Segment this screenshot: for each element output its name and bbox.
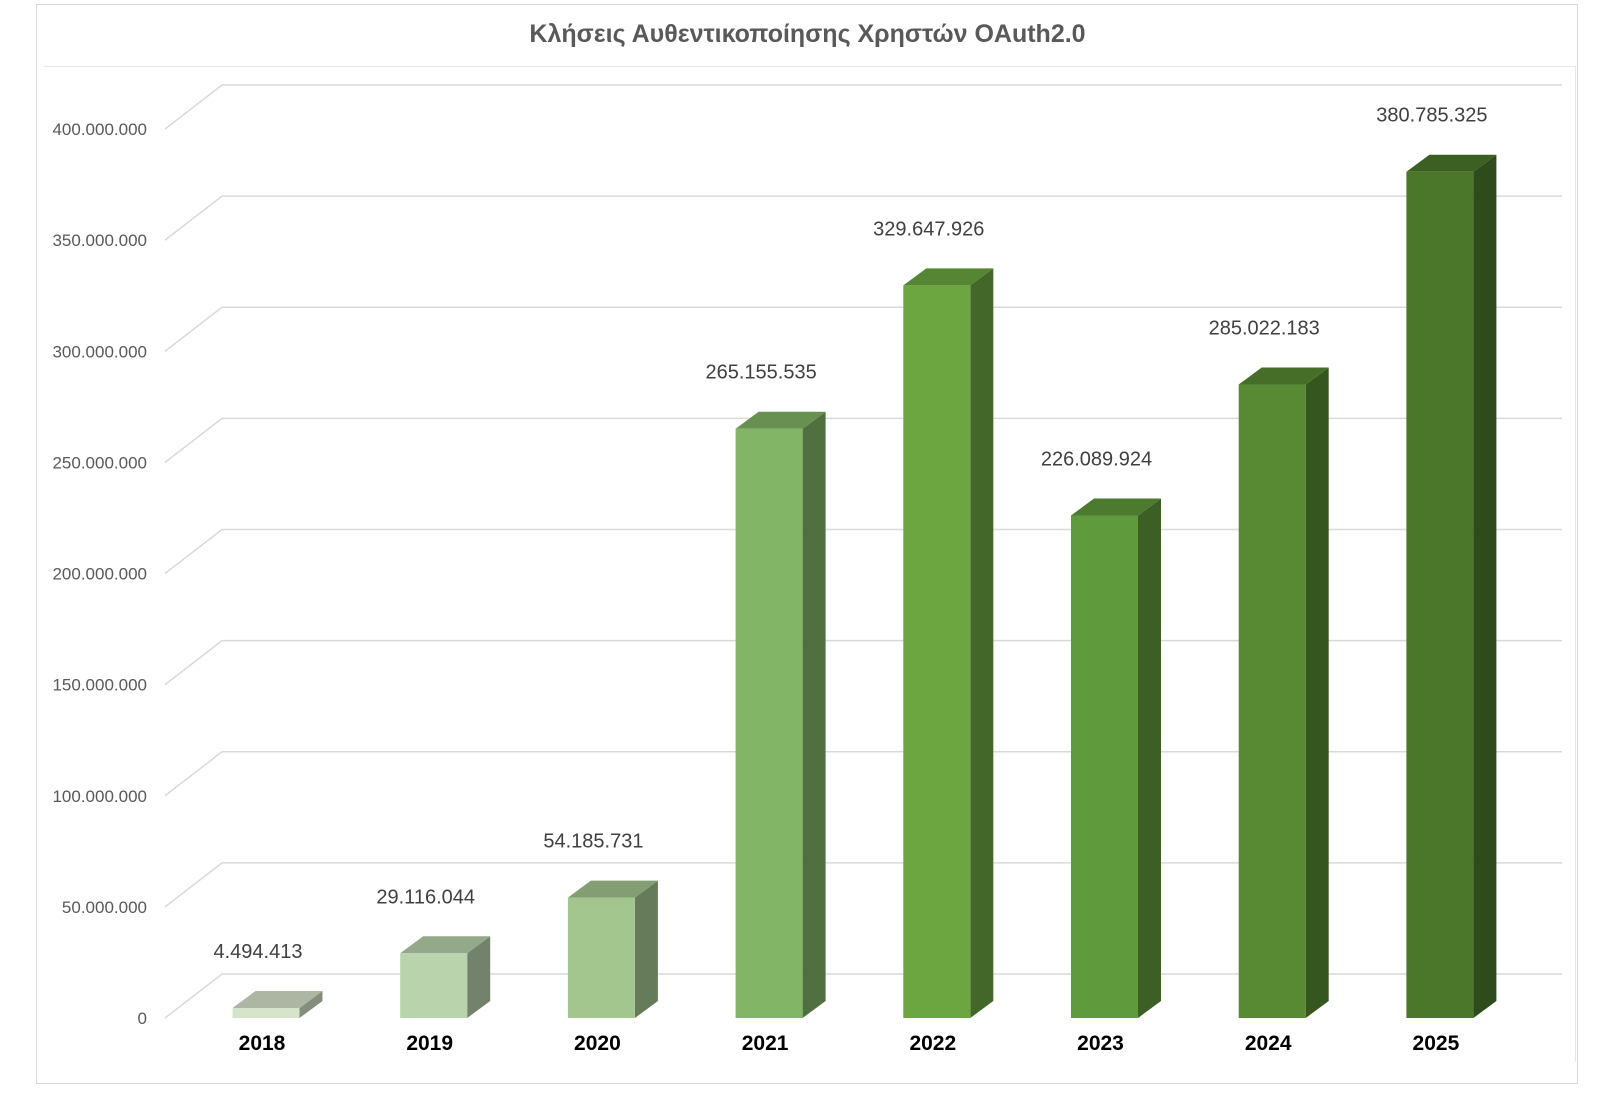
bar-side-face [1138,498,1161,1018]
bar [735,411,826,1018]
gridlines [164,84,1562,1019]
gridline [164,195,1562,241]
data-label: 380.785.325 [1376,105,1487,127]
data-label: 329.647.926 [873,218,984,240]
x-tick-label: 2025 [1413,1032,1460,1055]
bar-top-face [735,411,826,429]
bar-top-face [1238,367,1329,385]
data-label: 4.494.413 [214,941,303,963]
bar [232,991,323,1018]
bar-front-face [1238,384,1306,1018]
bar-front-face [1071,515,1138,1018]
gridline [164,528,1562,575]
y-tick-label: 50.000.000 [62,898,147,917]
bar-side-face [1305,367,1329,1018]
chart-title: Κλήσεις Αυθεντικοποίησης Χρηστών OAuth2.… [529,20,1086,48]
bar [903,268,994,1018]
gridline [164,973,1562,1019]
bar [1071,498,1161,1018]
bar-side-face [970,268,994,1018]
bar-side-face [299,991,323,1018]
data-labels: 4.494.413 29.116.044 54.185.731 265.155.535… [214,105,1488,963]
bar-front-face [567,897,635,1018]
gridline [164,639,1562,686]
plot-area-frame [44,66,1576,1062]
x-tick-label: 2019 [406,1032,453,1055]
x-tick-label: 2020 [574,1032,621,1055]
gridline [164,84,1562,130]
data-label: 29.116.044 [376,886,475,908]
bar-top-face [1406,154,1497,172]
y-tick-label: 0 [138,1009,147,1028]
bars [232,154,1497,1019]
y-tick-label: 200.000.000 [52,565,147,584]
y-axis-tick-labels: 0 50.000.000 100.000.000 150.000.000 200.000… [52,120,147,1028]
x-axis-tick-labels: 2018 2019 2020 2021 2022 2023 2024 2025 [239,1032,1460,1055]
data-label: 285.022.183 [1209,318,1320,340]
bar-side-face [467,936,491,1018]
y-tick-label: 300.000.000 [52,342,147,361]
y-tick-label: 350.000.000 [52,231,147,250]
data-label: 54.185.731 [543,831,643,853]
bar [567,880,658,1018]
x-tick-label: 2024 [1245,1032,1292,1055]
gridline [164,417,1562,463]
gridline [164,306,1562,352]
data-label: 226.089.924 [1041,449,1152,471]
bar-top-face [903,268,994,286]
bar-top-face [567,880,658,898]
bar-front-face [735,428,803,1018]
bar [1406,154,1497,1019]
bar-front-face [1406,171,1474,1019]
y-tick-label: 400.000.000 [52,120,147,139]
x-tick-label: 2023 [1077,1032,1124,1055]
y-tick-label: 150.000.000 [52,676,147,695]
y-tick-label: 250.000.000 [52,453,147,472]
data-label: 265.155.535 [705,362,816,384]
bar-side-face [634,880,658,1018]
x-tick-label: 2018 [239,1032,286,1055]
bar-top-face [400,936,491,954]
x-tick-label: 2022 [909,1032,956,1055]
x-tick-label: 2021 [742,1032,789,1055]
gridline [164,862,1562,908]
bar-top-face [232,991,323,1009]
gridline [164,751,1562,797]
bar-side-face [1473,154,1497,1019]
bar-front-face [903,285,971,1018]
bar [1238,367,1329,1018]
bar-side-face [802,411,826,1018]
bar-front-face [232,1008,300,1018]
bar-top-face [1071,498,1161,516]
bar [400,936,491,1018]
bar-front-face [400,953,468,1018]
y-tick-label: 100.000.000 [52,787,147,806]
